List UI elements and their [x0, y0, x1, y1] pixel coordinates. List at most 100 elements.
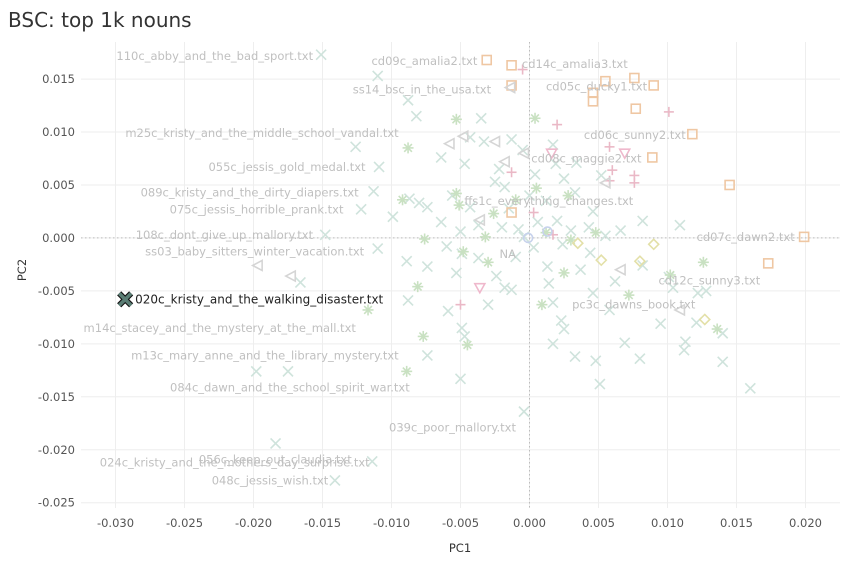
point-x: [590, 355, 602, 367]
y-tick-label: -0.005: [38, 284, 75, 298]
y-axis-label: PC2: [15, 259, 29, 281]
point-plus: [528, 207, 539, 218]
x-tick-label: -0.025: [166, 516, 203, 530]
point-x: [499, 181, 511, 193]
point-x: [402, 94, 414, 106]
point-x: [250, 365, 262, 377]
point-x: [540, 195, 552, 207]
point-label: pc3c_dawns_book.txt: [572, 298, 696, 312]
x-tick-label: -0.015: [304, 516, 341, 530]
point-label: m13c_mary_anne_and_the_library_mystery.t…: [131, 348, 399, 362]
point-label: cd12c_sunny3.txt: [658, 273, 760, 287]
point-triangle-left: [497, 155, 510, 169]
point-asterisk: [536, 299, 548, 311]
point-triangle-down: [473, 282, 487, 295]
point-plus: [455, 299, 466, 310]
point-x: [472, 219, 485, 231]
point-x: [482, 299, 494, 311]
point-label: cd07c_dawn2.txt: [697, 230, 796, 244]
y-tick-label: -0.015: [38, 390, 75, 404]
point-x: [599, 230, 611, 242]
point-x: [528, 241, 540, 254]
point-plus: [517, 64, 528, 75]
point-x: [366, 455, 378, 467]
point-plus: [604, 141, 615, 152]
point-square: [647, 152, 658, 163]
point-triangle-down: [545, 148, 558, 160]
point-asterisk: [450, 187, 462, 199]
point-x: [557, 238, 569, 250]
point-x: [401, 255, 413, 267]
point-x: [489, 176, 501, 188]
point-label: 055c_jessis_gold_medal.txt: [208, 160, 366, 174]
point-triangle-left: [673, 303, 686, 317]
point-asterisk: [457, 246, 469, 258]
point-x: [583, 221, 595, 233]
point-label: m25c_kristy_and_the_middle_school_vandal…: [125, 126, 399, 140]
point-label: ss03_baby_sitters_winter_vacation.txt: [145, 245, 364, 259]
point-x: [674, 219, 686, 231]
point-x: [594, 378, 606, 390]
point-asterisk: [362, 304, 374, 316]
point-triangle-left: [250, 259, 263, 272]
point-asterisk: [664, 269, 676, 281]
point-x: [454, 373, 467, 385]
point-label: 075c_jessis_horrible_prank.txt: [170, 202, 344, 216]
point-x: [355, 203, 367, 215]
point-x: [565, 224, 577, 237]
point-x: [637, 259, 649, 272]
point-x: [655, 318, 667, 330]
point-square: [724, 179, 735, 191]
x-tick-label: 0.010: [651, 516, 684, 530]
point-x: [615, 224, 627, 237]
point-square: [798, 231, 810, 243]
point-x: [678, 344, 690, 356]
point-labels: 110c_abby_and_the_bad_sport.txt cd09c_ama…: [84, 49, 796, 488]
point-triangle-left: [613, 263, 626, 277]
point-x: [529, 168, 541, 180]
point-label: 089c_kristy_and_the_dirty_diapers.txt: [141, 185, 360, 199]
point-triangle-left: [488, 135, 501, 148]
chart-title: BSC: top 1k nouns: [8, 8, 192, 32]
point-asterisk: [402, 142, 414, 154]
point-label: cd05c_ducky1.txt: [546, 79, 648, 93]
x-tick-label: -0.030: [97, 516, 134, 530]
point-x: [441, 240, 453, 252]
point-x: [547, 139, 559, 151]
point-label: 039c_poor_mallory.txt: [389, 421, 516, 435]
point-asterisk: [488, 208, 500, 220]
point-asterisk: [453, 199, 465, 211]
point-x: [456, 322, 468, 334]
point-x: [450, 267, 462, 279]
y-tick-label: -0.025: [38, 496, 75, 510]
point-label: ss14_bsc_in_the_usa.txt: [353, 83, 492, 97]
point-square: [687, 128, 698, 140]
point-x: [541, 260, 554, 273]
point-x: [373, 161, 385, 173]
point-square: [506, 59, 517, 71]
point-x: [551, 215, 563, 227]
y-tick-label: 0.015: [42, 72, 75, 86]
point-x: [587, 205, 599, 218]
point-x: [387, 211, 399, 223]
point-x: [510, 251, 522, 263]
point-asterisk: [510, 194, 522, 206]
point-asterisk: [562, 190, 574, 202]
point-asterisk: [419, 233, 431, 245]
point-x: [319, 229, 331, 241]
point-x: [464, 201, 476, 213]
x-tick-label: 0.000: [513, 516, 546, 530]
point-diamond: [647, 238, 660, 251]
point-asterisk: [529, 112, 541, 124]
point-asterisk: [450, 113, 462, 125]
point-label: cd14c_amalia3.txt: [522, 57, 628, 71]
point-x: [490, 270, 502, 282]
point-x: [402, 294, 414, 306]
point-x: [667, 282, 679, 294]
point-x: [499, 282, 511, 294]
point-x: [329, 474, 341, 487]
y-tick-label: 0.005: [42, 178, 75, 192]
point-x: [410, 110, 422, 122]
x-tick-label: -0.010: [373, 516, 410, 530]
